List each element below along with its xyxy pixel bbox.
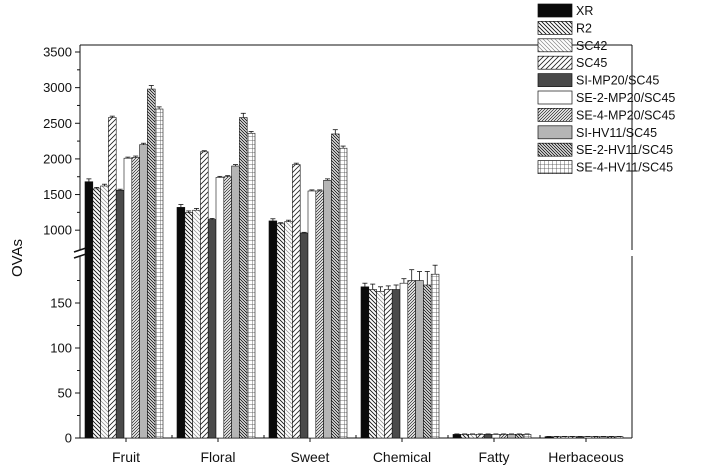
legend-label: SC45 [576, 56, 607, 70]
legend-label: SE-2-HV11/SC45 [576, 143, 673, 157]
x-tick-label: Herbaceous [548, 449, 624, 465]
bar-se-2-mp20-sc45-chemical [399, 282, 409, 439]
bar-se-4-hv11-sc45-fruit [154, 108, 164, 439]
bars-layer [84, 85, 624, 439]
y-tick-label: 3000 [43, 80, 72, 95]
bar-sc42-sweet [284, 221, 293, 439]
bar-se-4-mp20-sc45-chemical [407, 280, 416, 439]
legend-swatch-sc45 [537, 55, 573, 70]
bar-sc42-fatty [468, 434, 477, 439]
bar-se-2-mp20-sc45-fatty [491, 434, 501, 439]
bar-r2-sweet [276, 223, 285, 439]
legend-swatch-r2 [537, 21, 573, 35]
legend-swatch-si-mp20-sc45 [537, 73, 573, 87]
legend-label: R2 [576, 21, 592, 35]
bar-si-mp20-sc45-fruit [115, 189, 125, 439]
y-tick-label: 150 [50, 296, 72, 311]
bar-si-mp20-sc45-sweet [299, 232, 309, 439]
x-axis: Fruit Floral Sweet Chemical Fatty Herbaceous [112, 435, 624, 465]
bar-se-2-hv11-sc45-sweet [331, 133, 340, 439]
bar-se-4-hv11-sc45-floral [246, 132, 256, 439]
legend-swatch-se-2-mp20-sc45 [537, 90, 573, 105]
bar-sc45-sweet [292, 164, 301, 439]
bar-se-4-mp20-sc45-fruit [131, 157, 140, 439]
legend-swatch-se-2-hv11-sc45 [537, 142, 573, 157]
bar-xr-sweet [268, 220, 278, 439]
bar-si-mp20-sc45-floral [207, 219, 217, 439]
bar-xr-fruit [84, 181, 94, 439]
bar-se-2-hv11-sc45-floral [239, 117, 248, 439]
bar-se-2-mp20-sc45-fruit [123, 157, 133, 439]
y-axis: 0 50 100 150 1000 1500 2000 2500 3000 3500 [43, 45, 87, 446]
legend: XR R2 SC42 SC45 SI-MP20/SC45 SE-2-MP20/SC45 SE… [537, 3, 675, 175]
x-tick-label: Floral [200, 449, 235, 465]
y-tick-label: 2000 [43, 151, 72, 166]
bar-xr-floral [176, 207, 186, 439]
legend-label: SE-4-HV11/SC45 [576, 161, 673, 175]
bar-sc45-floral [200, 151, 209, 439]
axis-break-mark [73, 247, 87, 253]
legend-label: SI-HV11/SC45 [576, 126, 657, 140]
bar-se-2-hv11-sc45-fatty [515, 434, 524, 439]
legend-swatch-sc42 [537, 38, 573, 53]
bar-sc45-fruit [108, 117, 117, 439]
bar-si-mp20-sc45-chemical [391, 289, 401, 439]
y-tick-label: 100 [50, 341, 72, 356]
bar-se-2-mp20-sc45-floral [215, 177, 225, 439]
legend-label: SE-2-MP20/SC45 [576, 91, 675, 105]
x-tick-label: Sweet [291, 449, 330, 465]
y-tick-label: 3500 [43, 45, 72, 60]
x-tick-label: Fatty [478, 449, 509, 465]
legend-swatch-se-4-mp20-sc45 [537, 108, 573, 122]
axis-break-mark [73, 253, 87, 259]
bar-sc45-chemical [384, 289, 393, 439]
bar-r2-fatty [460, 434, 469, 439]
x-tick-label: Chemical [373, 449, 431, 465]
bar-se-2-hv11-sc45-fruit [147, 88, 156, 439]
bar-si-hv11-sc45-chemical [415, 280, 424, 439]
bar-se-4-hv11-sc45-sweet [338, 147, 348, 439]
legend-label: SE-4-MP20/SC45 [576, 108, 675, 122]
bar-sc42-fruit [100, 185, 109, 439]
y-tick-label: 0 [65, 431, 72, 446]
bar-se-4-mp20-sc45-fatty [499, 434, 508, 439]
bar-r2-chemical [368, 289, 377, 439]
bar-sc45-fatty [476, 434, 485, 439]
legend-swatch-si-hv11-sc45 [537, 125, 573, 140]
bar-xr-chemical [360, 286, 370, 439]
legend-label: XR [576, 4, 593, 18]
bar-si-hv11-sc45-sweet [323, 179, 332, 439]
bar-se-2-mp20-sc45-sweet [307, 190, 317, 439]
bar-si-hv11-sc45-fatty [507, 434, 516, 439]
legend-swatch-xr [537, 3, 573, 18]
bar-sc42-floral [192, 209, 201, 439]
y-tick-label: 2500 [43, 116, 72, 131]
bar-se-4-mp20-sc45-floral [223, 176, 232, 439]
y-tick-label: 1500 [43, 187, 72, 202]
x-tick-label: Fruit [112, 449, 140, 465]
bar-se-4-hv11-sc45-fatty [522, 434, 532, 439]
legend-label: SI-MP20/SC45 [576, 74, 659, 88]
bar-r2-fruit [92, 188, 101, 439]
bar-sc42-chemical [376, 290, 385, 439]
bar-si-hv11-sc45-fruit [139, 144, 148, 439]
legend-label: SC42 [576, 39, 607, 53]
bar-r2-floral [184, 212, 193, 439]
y-axis-title: OVAs [9, 239, 26, 277]
bar-se-4-mp20-sc45-sweet [315, 190, 324, 439]
y-tick-label: 1000 [43, 223, 72, 238]
bar-si-mp20-sc45-fatty [483, 434, 493, 439]
legend-swatch-se-4-hv11-sc45 [537, 160, 573, 174]
bar-se-4-hv11-sc45-chemical [430, 273, 440, 439]
y-tick-label: 50 [58, 386, 72, 401]
bar-xr-fatty [452, 434, 462, 439]
bar-se-2-hv11-sc45-chemical [423, 284, 432, 439]
bar-si-hv11-sc45-floral [231, 165, 240, 439]
